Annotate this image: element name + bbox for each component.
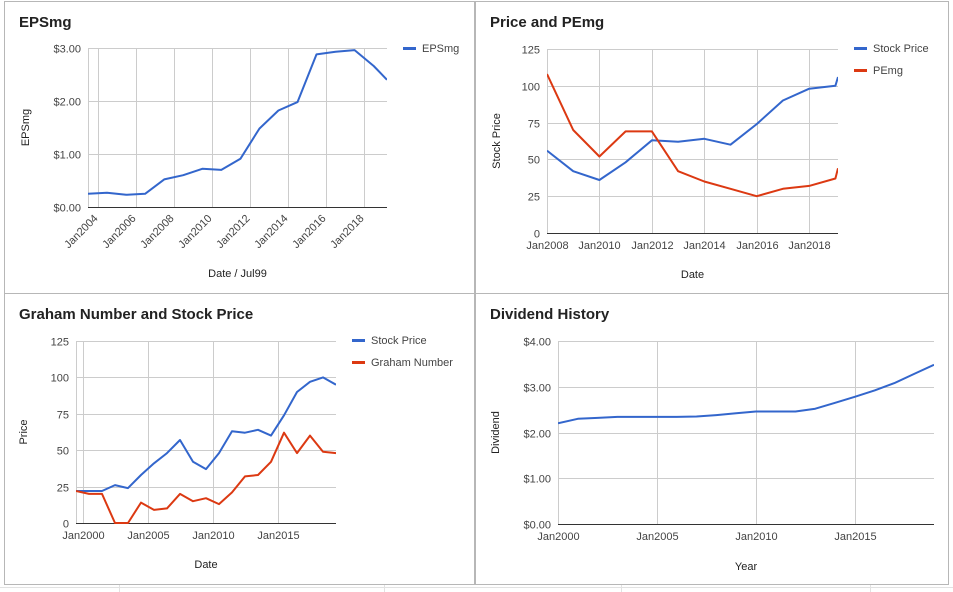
series-line-dividend xyxy=(558,363,934,425)
x-tick-label: Jan2014 xyxy=(683,240,725,252)
x-tick-label: Jan2005 xyxy=(636,531,678,543)
x-tick-label: Jan2010 xyxy=(735,531,777,543)
y-tick-label: $3.00 xyxy=(53,44,81,56)
price-pe-chart: 0 25 50 75 100 125 Jan2008 Jan2010 Jan2012 Jan201… xyxy=(491,43,929,281)
y-tick-label: $2.00 xyxy=(523,429,551,441)
x-tick-label: Jan2018 xyxy=(328,213,366,251)
chart-title: EPSmg xyxy=(19,14,72,31)
x-tick-label: Jan2010 xyxy=(578,240,620,252)
y-tick-label: 100 xyxy=(51,373,69,385)
price-pe-chart-panel[interactable]: Price and PEmg 0 25 50 75 100 125 Jan2008 Jan20… xyxy=(475,1,949,294)
x-tick-label: Jan2008 xyxy=(526,240,568,252)
y-tick-label: $2.00 xyxy=(53,97,81,109)
y-tick-label: 0 xyxy=(534,229,540,241)
dividend-chart-panel[interactable]: Dividend History $0.00 $1.00 $2.00 $3.00 $4.… xyxy=(475,293,949,585)
y-tick-label: 0 xyxy=(63,519,69,531)
x-axis-title: Date / Jul99 xyxy=(208,268,267,280)
x-tick-label: Jan2012 xyxy=(214,213,252,251)
y-tick-label: 75 xyxy=(57,410,69,422)
y-tick-label: $0.00 xyxy=(523,520,551,532)
y-tick-label: $0.00 xyxy=(53,203,81,215)
y-tick-label: 100 xyxy=(522,82,540,94)
y-tick-label: 75 xyxy=(528,119,540,131)
x-tick-label: Jan2018 xyxy=(788,240,830,252)
series-line-graham-number xyxy=(76,431,336,524)
legend-swatch xyxy=(352,339,365,342)
dividend-chart: $0.00 $1.00 $2.00 $3.00 $4.00 Jan2000 Jan2005 J… xyxy=(490,337,934,573)
legend-label: EPSmg xyxy=(422,43,459,55)
series-line-stock-price xyxy=(76,376,336,492)
legend-swatch xyxy=(854,47,867,50)
x-tick-label: Jan2015 xyxy=(834,531,876,543)
legend-label: Stock Price xyxy=(873,43,929,55)
eps-chart: $0.00 $1.00 $2.00 $3.00 Jan2004 Jan2006 Jan200… xyxy=(20,43,459,280)
y-axis-title: Dividend xyxy=(490,411,502,454)
x-axis-title: Date xyxy=(194,559,217,571)
y-axis-title: EPSmg xyxy=(20,109,32,146)
x-tick-label: Jan2012 xyxy=(631,240,673,252)
x-tick-label: Jan2000 xyxy=(537,531,579,543)
x-tick-label: Jan2006 xyxy=(100,213,138,251)
y-tick-label: $1.00 xyxy=(53,150,81,162)
y-tick-label: $4.00 xyxy=(523,337,551,349)
x-tick-label: Jan2008 xyxy=(138,213,176,251)
chart-title: Price and PEmg xyxy=(490,14,605,31)
legend-label: PEmg xyxy=(873,65,903,77)
series-line-epsmg xyxy=(88,49,387,196)
legend-swatch xyxy=(352,361,365,364)
x-tick-label: Jan2010 xyxy=(176,213,214,251)
y-tick-label: 50 xyxy=(528,155,540,167)
x-tick-label: Jan2014 xyxy=(252,213,290,251)
y-tick-label: $3.00 xyxy=(523,383,551,395)
x-tick-label: Jan2016 xyxy=(736,240,778,252)
legend-label: Graham Number xyxy=(371,357,453,369)
x-tick-label: Jan2015 xyxy=(257,530,299,542)
series-line-stock-price xyxy=(547,76,838,181)
x-tick-label: Jan2000 xyxy=(62,530,104,542)
x-tick-label: Jan2010 xyxy=(192,530,234,542)
y-tick-label: 125 xyxy=(522,45,540,57)
legend-label: Stock Price xyxy=(371,335,427,347)
x-axis-title: Year xyxy=(735,561,758,573)
x-tick-label: Jan2016 xyxy=(290,213,328,251)
graham-chart-panel[interactable]: Graham Number and Stock Price 0 25 50 75 100… xyxy=(4,293,475,585)
y-tick-label: 50 xyxy=(57,446,69,458)
eps-chart-panel[interactable]: EPSmg $0.00 $1.00 $2.00 $3.00 Jan2004 Jan2006… xyxy=(4,1,475,294)
graham-chart: 0 25 50 75 100 125 Jan2000 Jan2005 Jan2010 Jan201… xyxy=(18,335,453,571)
y-tick-label: 125 xyxy=(51,337,69,349)
y-axis-title: Stock Price xyxy=(491,113,503,169)
x-tick-label: Jan2005 xyxy=(127,530,169,542)
x-axis-title: Date xyxy=(681,269,704,281)
y-tick-label: 25 xyxy=(57,483,69,495)
y-tick-label: 25 xyxy=(528,192,540,204)
series-line-pemg xyxy=(547,73,838,198)
y-axis-title: Price xyxy=(18,419,30,444)
y-tick-label: $1.00 xyxy=(523,474,551,486)
legend-swatch xyxy=(854,69,867,72)
x-tick-label: Jan2004 xyxy=(62,213,100,251)
legend-swatch xyxy=(403,47,416,50)
chart-title: Graham Number and Stock Price xyxy=(19,306,254,323)
chart-title: Dividend History xyxy=(490,306,610,323)
